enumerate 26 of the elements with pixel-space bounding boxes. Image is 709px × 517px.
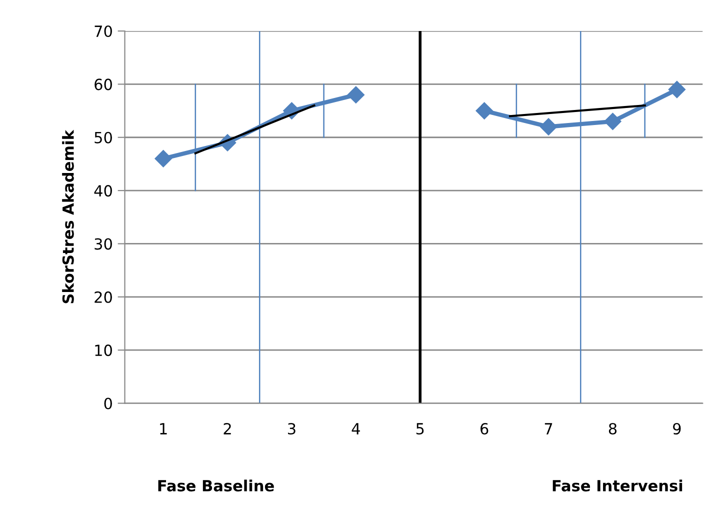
- point: [604, 112, 622, 130]
- x-tick-label: 2: [224, 422, 231, 434]
- x-tick-label: 6: [480, 422, 488, 435]
- x-tick-label: 3: [288, 422, 296, 435]
- text: Fase Intervensi: [552, 480, 682, 492]
- point: [154, 150, 172, 168]
- y-tick-label: 70: [94, 25, 112, 38]
- y-tick-label: 40: [94, 185, 112, 197]
- y-tick-label: 60: [94, 78, 112, 90]
- text: Fase Baseline: [158, 480, 274, 492]
- x-tick-label: 8: [608, 422, 617, 435]
- y-tick-label: 50: [94, 132, 112, 144]
- x-tick-label: 4: [352, 423, 360, 434]
- x-tick-label: 1: [160, 423, 167, 434]
- y-tick-label: 30: [94, 238, 112, 250]
- x-tick-label: 7: [544, 423, 552, 434]
- y-tick-label: 20: [94, 291, 112, 303]
- x-tick-label: 9: [673, 422, 681, 435]
- x-tick-label: 5: [416, 423, 424, 435]
- point: [668, 80, 686, 98]
- y-axis-title: SkorStres Akademik: [62, 130, 74, 304]
- y-tick-label: 10: [95, 344, 112, 356]
- y-tick-label: 0: [104, 398, 112, 410]
- point: [476, 102, 493, 120]
- point: [540, 118, 558, 136]
- point: [347, 86, 364, 104]
